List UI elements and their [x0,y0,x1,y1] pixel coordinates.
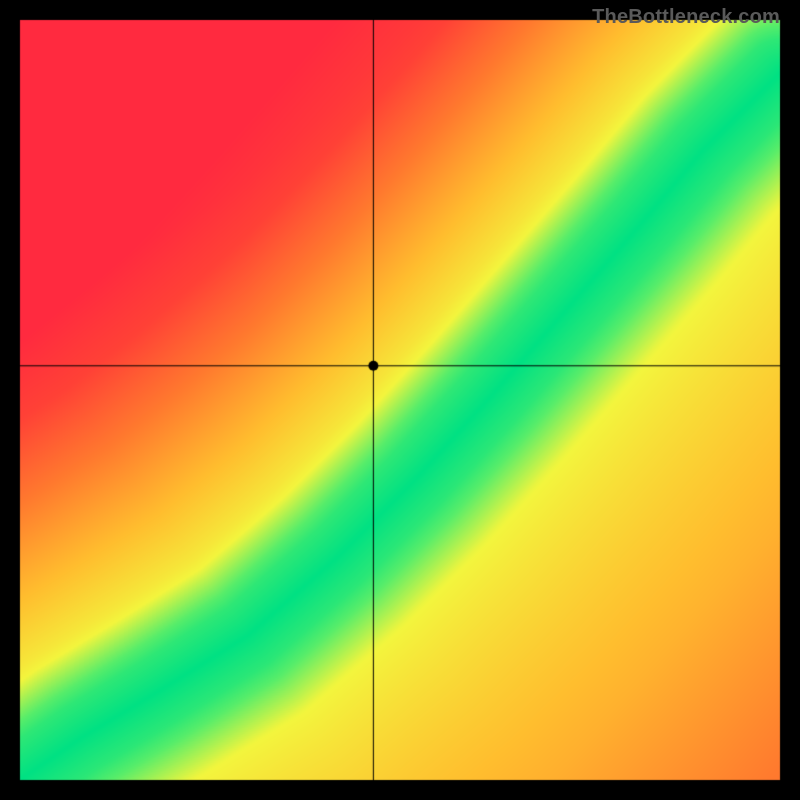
bottleneck-heatmap-canvas [0,0,800,800]
watermark-text: TheBottleneck.com [592,6,780,29]
